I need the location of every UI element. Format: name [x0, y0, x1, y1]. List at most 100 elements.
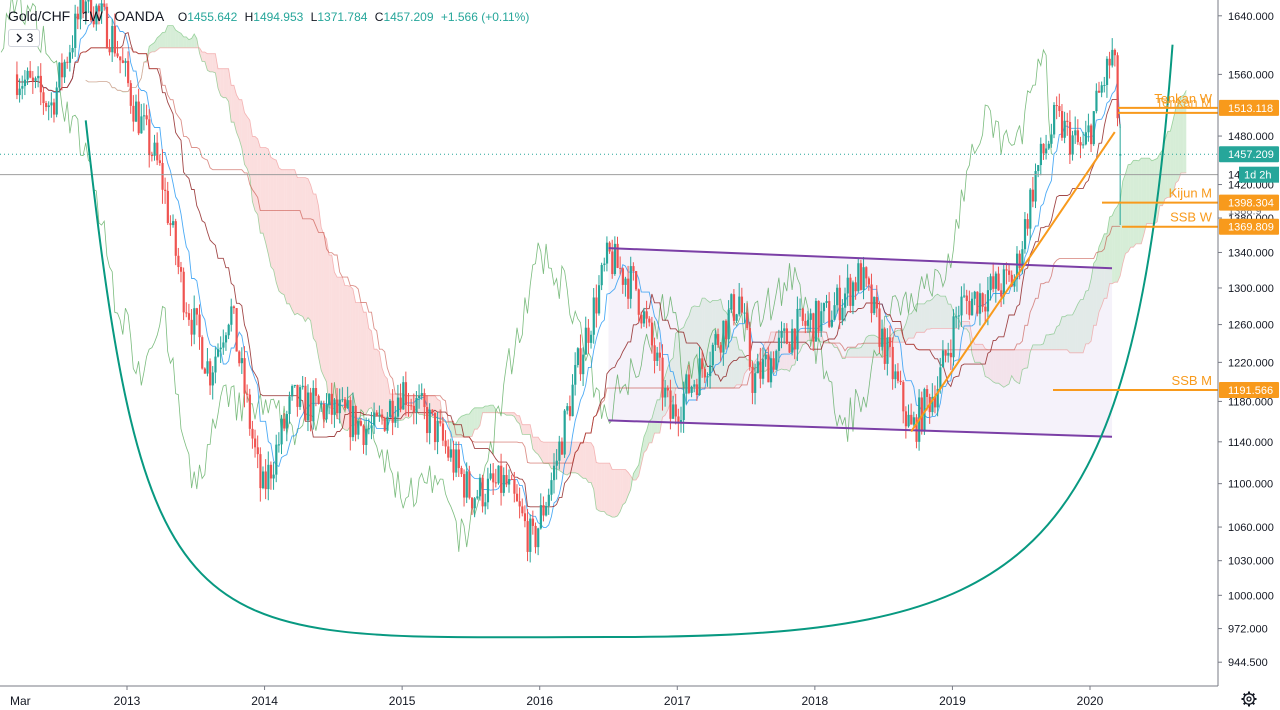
- candle-body: [169, 223, 172, 226]
- candle-body: [1060, 111, 1064, 138]
- candle-body: [119, 56, 122, 61]
- candle-body: [526, 521, 529, 552]
- candle-body: [746, 312, 749, 329]
- candle-body: [362, 425, 365, 445]
- indicator-count: 3: [26, 31, 34, 45]
- candle-body: [1055, 105, 1058, 107]
- cloud-segment: [609, 463, 613, 518]
- candle-body: [174, 221, 177, 256]
- candle-body: [939, 367, 942, 389]
- close-label: C: [374, 10, 384, 24]
- candle-body: [346, 400, 349, 409]
- cloud-segment: [1114, 206, 1118, 283]
- cloud-segment: [379, 351, 383, 421]
- candle-body: [153, 142, 156, 156]
- candle-body: [478, 477, 482, 497]
- candle-body: [658, 352, 662, 358]
- candle-body: [632, 266, 635, 272]
- candle-body: [717, 334, 720, 346]
- candle-body: [256, 447, 259, 455]
- candle-body: [71, 47, 74, 53]
- cloud-segment: [506, 412, 510, 416]
- cloud-segment: [622, 469, 626, 505]
- candle-body: [370, 425, 373, 429]
- cloud-segment: [300, 177, 303, 317]
- cloud-segment: [490, 405, 494, 413]
- candle-body: [791, 328, 794, 353]
- indicators-toggle-button[interactable]: 3: [8, 29, 40, 47]
- candle-body: [936, 388, 939, 408]
- candle-body: [862, 267, 865, 290]
- interval-label[interactable]: 1W: [81, 8, 103, 24]
- time-axis-bg: [0, 686, 1280, 710]
- candle-body: [933, 396, 937, 408]
- candle-body: [505, 475, 508, 485]
- cloud-segment: [1183, 90, 1187, 174]
- candle-body: [423, 393, 426, 408]
- candle-body: [896, 371, 900, 381]
- cloud-segment: [204, 52, 208, 71]
- cloud-segment: [1165, 131, 1168, 199]
- cloud-segment: [307, 178, 311, 321]
- candle-body: [312, 388, 315, 422]
- candle-body: [391, 400, 394, 423]
- candle-body: [613, 243, 617, 275]
- candle-body: [515, 493, 519, 502]
- cloud-segment: [638, 450, 642, 476]
- candle-body: [34, 78, 37, 81]
- annotation-price-badge: 1369.809: [1228, 222, 1274, 234]
- candle-body: [973, 291, 976, 299]
- cloud-segment: [1151, 159, 1155, 224]
- candle-body: [259, 454, 262, 489]
- candle-body: [214, 356, 217, 373]
- candle-body: [190, 319, 193, 335]
- x-tick-label: 2013: [114, 694, 141, 708]
- candle-body: [775, 350, 778, 370]
- candle-body: [164, 189, 167, 191]
- cloud-segment: [262, 147, 266, 243]
- candle-body: [698, 358, 701, 396]
- candle-body: [328, 393, 331, 405]
- cloud-segment: [1170, 119, 1174, 198]
- cloud-segment: [1130, 160, 1134, 248]
- candle-body: [735, 314, 738, 321]
- candle-body: [568, 406, 572, 417]
- candle-body: [645, 311, 648, 319]
- candle-body: [1026, 219, 1029, 229]
- candle-body: [177, 255, 180, 268]
- candle-body: [1082, 144, 1085, 146]
- cloud-segment: [374, 349, 377, 415]
- cloud-segment: [175, 30, 179, 48]
- candle-body: [751, 366, 754, 393]
- cloud-segment: [167, 25, 171, 48]
- candle-body: [1103, 85, 1106, 87]
- countdown-badge-bg: [1239, 166, 1279, 183]
- cloud-segment: [210, 53, 213, 72]
- cloud-segment: [358, 302, 361, 420]
- cloud-segment: [368, 328, 372, 410]
- candle-body: [375, 412, 378, 416]
- candle-body: [396, 397, 400, 417]
- candle-body: [97, 5, 101, 12]
- candle-body: [18, 88, 21, 96]
- y-tick-label: 1220.000: [1228, 357, 1274, 369]
- candle-body: [203, 368, 206, 374]
- candle-body: [92, 20, 95, 25]
- cloud-segment: [265, 147, 269, 255]
- candle-body: [865, 267, 868, 279]
- gear-icon[interactable]: [1240, 690, 1258, 708]
- annotation-price-badge: 1513.118: [1228, 103, 1273, 115]
- cloud-segment: [530, 424, 533, 449]
- candle-body: [1029, 189, 1032, 229]
- candle-body: [547, 494, 550, 506]
- candle-body: [148, 119, 151, 156]
- cloud-segment: [366, 312, 369, 414]
- candle-body: [976, 291, 979, 314]
- symbol-name[interactable]: Gold/CHF: [8, 8, 71, 24]
- candle-body: [780, 330, 783, 338]
- candle-body: [674, 404, 677, 417]
- cloud-segment: [252, 136, 256, 211]
- candle-body: [238, 351, 241, 364]
- candle-body: [224, 335, 228, 343]
